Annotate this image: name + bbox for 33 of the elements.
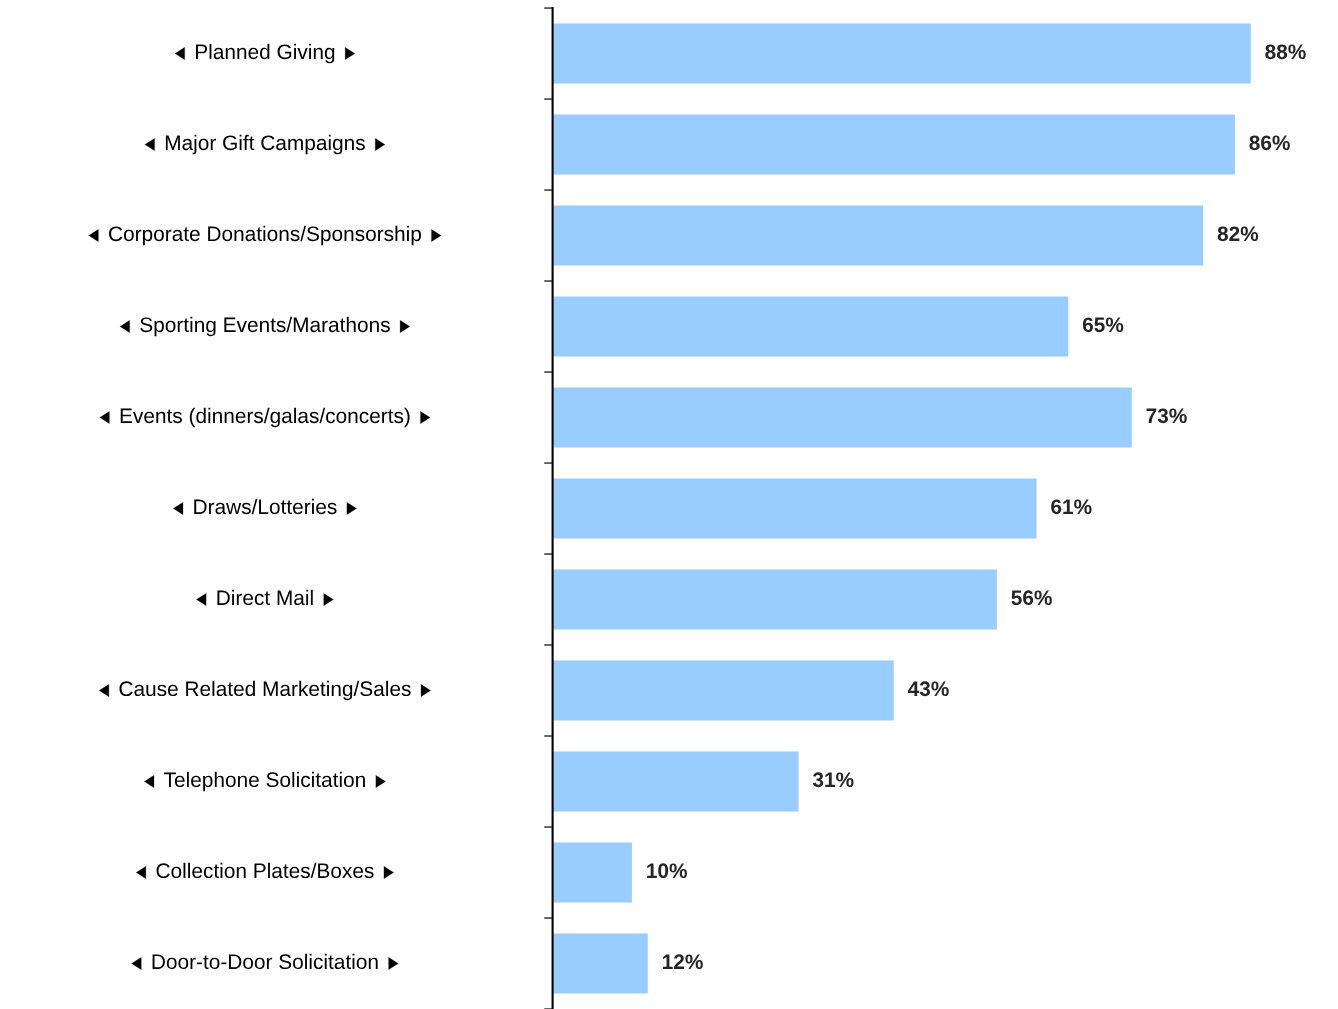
- bar: [552, 296, 1069, 357]
- data-label: 88%: [1265, 44, 1306, 60]
- bar: [552, 205, 1204, 266]
- y-tick-label: Major Gift Campaigns: [165, 134, 365, 155]
- data-label: 82%: [1217, 226, 1259, 242]
- data-label: 12%: [663, 954, 703, 970]
- y-tick-label: Planned Giving: [195, 43, 335, 64]
- bar: [552, 478, 1037, 539]
- y-tick-label: Events (dinners/galas/concerts): [120, 407, 410, 428]
- data-label: 10%: [647, 863, 687, 879]
- y-tick-label: Door-to-Door Solicitation: [152, 953, 378, 970]
- data-label: 56%: [1011, 590, 1052, 606]
- data-label: 43%: [907, 681, 949, 697]
- bar: [552, 569, 997, 630]
- data-label: 65%: [1082, 317, 1124, 333]
- y-tick-label: Draws/Lotteries: [194, 498, 337, 515]
- data-label: 86%: [1249, 135, 1290, 151]
- y-tick-label: Cause Related Marketing/Sales: [119, 680, 411, 701]
- y-tick-label: Collection Plates/Boxes: [156, 862, 374, 879]
- bar: [552, 933, 648, 994]
- bar: [552, 114, 1235, 175]
- y-tick-label: Telephone Solicitation: [164, 771, 365, 792]
- data-label: 31%: [812, 772, 854, 788]
- bar: [552, 387, 1132, 448]
- data-label: 61%: [1051, 499, 1092, 515]
- bar: [552, 23, 1251, 84]
- bar: [552, 842, 632, 903]
- data-label: 73%: [1146, 408, 1187, 424]
- y-tick-label: Direct Mail: [217, 589, 313, 606]
- y-tick-label: Corporate Donations/Sponsorship: [109, 225, 421, 246]
- y-tick-label: Sporting Events/Marathons: [140, 316, 390, 337]
- bar: [552, 660, 894, 721]
- bar: [552, 751, 799, 812]
